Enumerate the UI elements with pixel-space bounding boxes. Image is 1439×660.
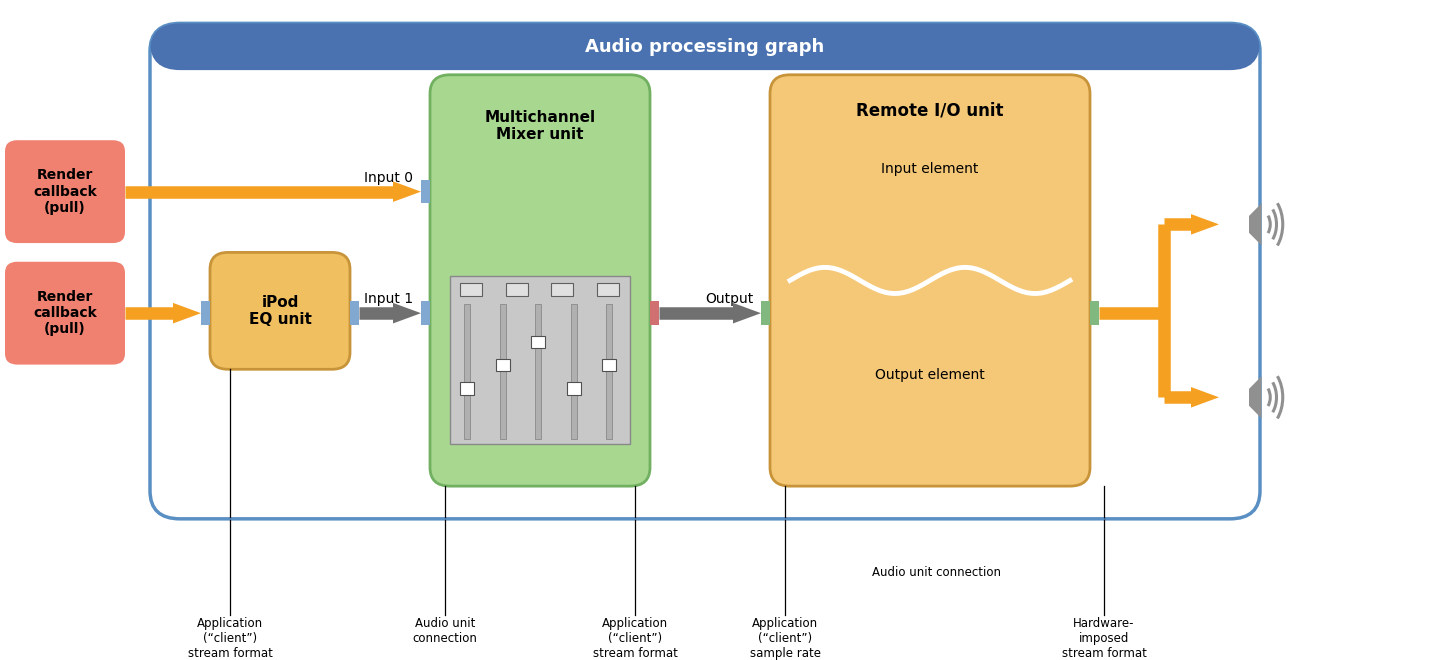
Bar bbox=[567, 382, 581, 395]
Text: Application
(“client”)
sample rate: Application (“client”) sample rate bbox=[750, 617, 820, 660]
Text: Audio unit connection: Audio unit connection bbox=[872, 566, 1002, 579]
Bar bbox=[603, 359, 616, 371]
Bar bbox=[499, 304, 505, 440]
Bar bbox=[201, 302, 210, 325]
Text: Audio processing graph: Audio processing graph bbox=[586, 38, 825, 55]
Polygon shape bbox=[732, 303, 761, 323]
Bar bbox=[450, 276, 630, 444]
Text: Input element: Input element bbox=[881, 162, 979, 176]
Text: Multichannel
Mixer unit: Multichannel Mixer unit bbox=[485, 110, 596, 143]
Polygon shape bbox=[1191, 214, 1219, 235]
Text: Audio unit
connection: Audio unit connection bbox=[413, 617, 478, 645]
Text: iPod
EQ unit: iPod EQ unit bbox=[249, 294, 311, 327]
Polygon shape bbox=[173, 303, 201, 323]
Text: Render
callback
(pull): Render callback (pull) bbox=[33, 290, 96, 337]
Text: Hardware-
imposed
stream format: Hardware- imposed stream format bbox=[1062, 617, 1147, 660]
Text: Output: Output bbox=[705, 292, 753, 306]
Polygon shape bbox=[1191, 387, 1219, 408]
Text: Remote I/O unit: Remote I/O unit bbox=[856, 102, 1004, 119]
Bar bbox=[460, 382, 473, 395]
Text: Output element: Output element bbox=[875, 368, 984, 382]
Bar bbox=[650, 302, 659, 325]
Bar bbox=[606, 304, 612, 440]
Bar bbox=[460, 283, 482, 296]
Text: Input 1: Input 1 bbox=[364, 292, 413, 306]
Text: Input 0: Input 0 bbox=[364, 171, 413, 185]
Polygon shape bbox=[1249, 376, 1262, 418]
FancyBboxPatch shape bbox=[150, 23, 1261, 519]
Bar bbox=[350, 302, 358, 325]
Bar bbox=[505, 283, 528, 296]
Polygon shape bbox=[393, 303, 422, 323]
Bar bbox=[422, 180, 430, 203]
FancyBboxPatch shape bbox=[4, 262, 125, 364]
Text: Application
(“client”)
stream format: Application (“client”) stream format bbox=[593, 617, 678, 660]
Text: Application
(“client”)
stream format: Application (“client”) stream format bbox=[187, 617, 272, 660]
Bar bbox=[422, 302, 430, 325]
Bar bbox=[571, 304, 577, 440]
Bar bbox=[531, 336, 545, 348]
FancyBboxPatch shape bbox=[210, 252, 350, 369]
Bar bbox=[597, 283, 619, 296]
FancyBboxPatch shape bbox=[770, 75, 1089, 486]
Polygon shape bbox=[393, 182, 422, 202]
Bar bbox=[495, 359, 509, 371]
Bar bbox=[1089, 302, 1099, 325]
FancyBboxPatch shape bbox=[4, 140, 125, 243]
Bar bbox=[761, 302, 770, 325]
Bar bbox=[463, 304, 471, 440]
FancyBboxPatch shape bbox=[150, 23, 1261, 70]
FancyBboxPatch shape bbox=[430, 75, 650, 486]
Polygon shape bbox=[1249, 203, 1262, 246]
Bar bbox=[535, 304, 541, 440]
Text: Render
callback
(pull): Render callback (pull) bbox=[33, 168, 96, 215]
Bar bbox=[551, 283, 573, 296]
